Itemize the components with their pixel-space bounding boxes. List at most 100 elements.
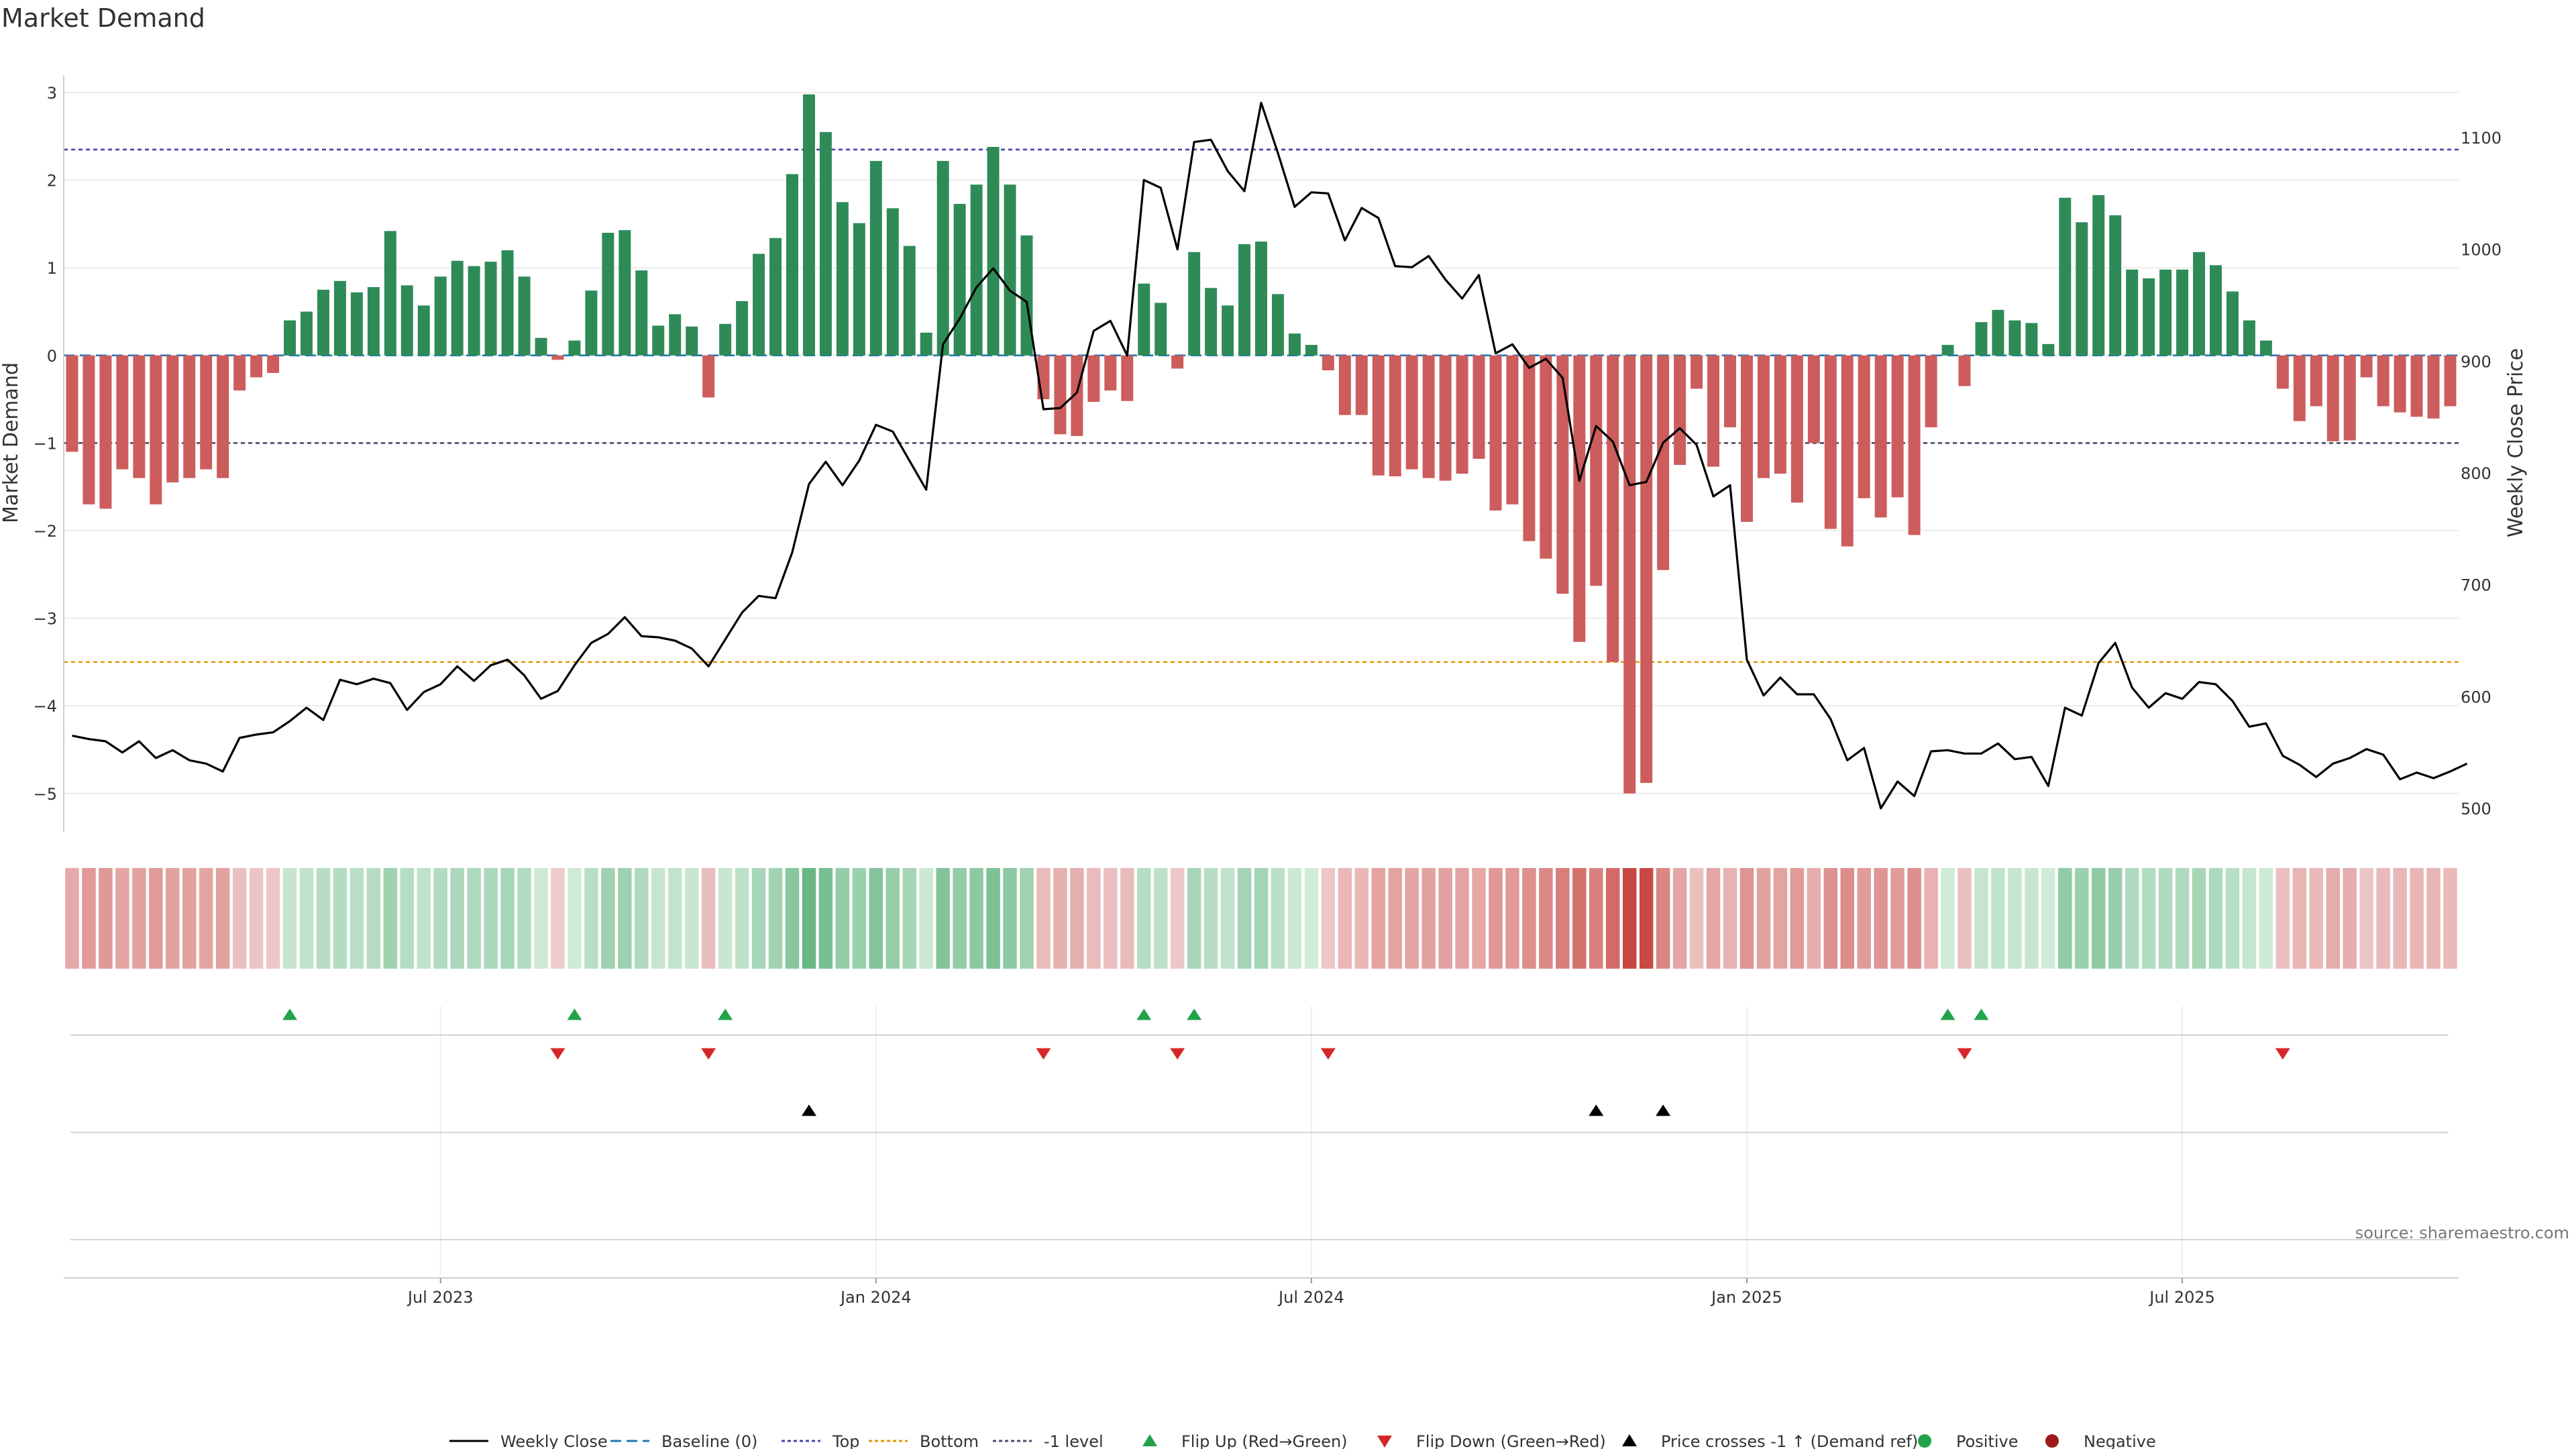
heat-cell — [1087, 868, 1101, 969]
y2-tick-label: 700 — [2461, 576, 2491, 595]
demand-bar — [1925, 355, 1937, 427]
demand-bar — [166, 355, 179, 483]
demand-bar — [1640, 355, 1653, 784]
price-cross-marker — [801, 1104, 816, 1116]
heat-cell — [433, 868, 447, 969]
demand-bar — [2410, 355, 2423, 417]
demand-bar — [1841, 355, 1854, 547]
demand-bar — [2092, 195, 2105, 356]
flip-down-marker — [1320, 1048, 1336, 1060]
legend-label: Baseline (0) — [661, 1432, 757, 1449]
y-tick-label: −5 — [34, 785, 57, 804]
heat-cell — [1857, 868, 1871, 969]
demand-bar — [2210, 265, 2222, 356]
heat-cell — [1556, 868, 1570, 969]
heat-cell — [99, 868, 113, 969]
demand-bar — [602, 233, 614, 356]
demand-bar — [1472, 355, 1485, 459]
demand-bar — [1891, 355, 1904, 498]
legend-swatch — [1377, 1436, 1392, 1448]
heat-cell — [718, 868, 733, 969]
flip-up-marker — [1940, 1008, 1955, 1020]
heat-cell — [551, 868, 565, 969]
demand-bar — [2176, 269, 2189, 356]
legend-swatch — [1142, 1434, 1157, 1446]
heat-cell — [316, 868, 331, 969]
price-cross-marker — [1656, 1104, 1671, 1116]
demand-bar — [2076, 222, 2088, 356]
heat-cell — [1137, 868, 1151, 969]
flip-up-marker — [567, 1008, 582, 1020]
heat-cell — [1354, 868, 1369, 969]
demand-bar — [99, 355, 112, 509]
heat-cell — [2141, 868, 2156, 969]
heat-cell — [1153, 868, 1168, 969]
heat-cell — [2275, 868, 2290, 969]
heat-cell — [166, 868, 180, 969]
heat-cell — [1220, 868, 1235, 969]
x-tick-label: Jul 2023 — [407, 1288, 474, 1307]
demand-bar — [434, 276, 447, 356]
heat-cell — [885, 868, 900, 969]
heat-cell — [2158, 868, 2173, 969]
heat-cell — [2259, 868, 2273, 969]
demand-bar — [686, 326, 698, 356]
heat-cell — [1254, 868, 1269, 969]
demand-bar — [1389, 355, 1401, 477]
heat-cell — [1036, 868, 1051, 969]
demand-bar — [1590, 355, 1603, 586]
demand-bar — [200, 355, 213, 470]
demand-bar — [367, 286, 380, 356]
y2-tick-label: 1000 — [2461, 241, 2502, 260]
demand-bar — [1338, 355, 1351, 415]
heat-cell — [1890, 868, 1904, 969]
heat-cell — [1053, 868, 1067, 969]
demand-bar — [987, 147, 1000, 356]
heat-cell — [835, 868, 850, 969]
demand-bar — [786, 174, 798, 356]
demand-bar — [1941, 345, 1954, 356]
heat-cell — [1003, 868, 1017, 969]
x-tick-label: Jan 2024 — [839, 1288, 912, 1307]
flip-down-marker — [550, 1048, 566, 1060]
heat-cell — [1840, 868, 1855, 969]
demand-bar — [1456, 355, 1468, 474]
demand-bar — [1155, 303, 1167, 356]
demand-bar — [1138, 283, 1150, 356]
demand-bar — [1004, 184, 1016, 356]
y2-tick-labels: 1100 1000 900 800 700 600 500 — [2461, 129, 2502, 818]
flip-down-marker — [1957, 1048, 1972, 1060]
legend-label: Flip Down (Green→Red) — [1416, 1432, 1606, 1449]
demand-bar — [1674, 355, 1686, 466]
heat-cell — [1639, 868, 1654, 969]
demand-bar — [1908, 355, 1921, 535]
heat-cell — [182, 868, 197, 969]
demand-bar — [1372, 355, 1385, 476]
heat-cell — [282, 868, 297, 969]
heat-cell — [1405, 868, 1419, 969]
demand-bar — [284, 320, 297, 356]
heat-cell — [1203, 868, 1218, 969]
heat-cell — [1271, 868, 1285, 969]
heat-cell — [818, 868, 833, 969]
heat-cell — [684, 868, 699, 969]
source-note: source: sharemaestro.com — [2355, 1224, 2569, 1242]
demand-bar — [183, 355, 196, 478]
demand-bar — [217, 355, 229, 478]
demand-bar — [1573, 355, 1586, 642]
heat-cell — [232, 868, 247, 969]
heat-cell — [2393, 868, 2407, 969]
demand-bar — [317, 289, 329, 356]
demand-bar — [350, 292, 363, 356]
flip-up-marker — [282, 1008, 298, 1020]
demand-bar — [1054, 355, 1067, 435]
y-tick-label: 0 — [47, 347, 57, 366]
demand-bar — [1322, 355, 1334, 371]
demand-bar — [384, 231, 396, 356]
demand-bar — [1858, 355, 1870, 498]
heat-cell — [333, 868, 347, 969]
demand-bar — [1790, 355, 1803, 503]
x-tick-label: Jul 2025 — [2148, 1288, 2215, 1307]
heat-cell — [2292, 868, 2307, 969]
